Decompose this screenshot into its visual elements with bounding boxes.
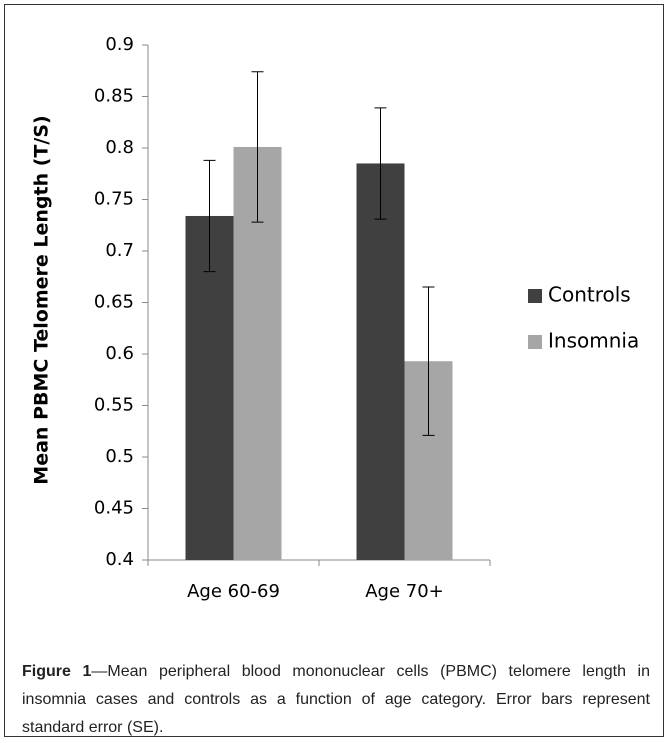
- legend-label: Insomnia: [548, 329, 639, 353]
- y-tick-label: 0.6: [105, 343, 134, 364]
- bar: [185, 215, 234, 561]
- caption-text: —Mean peripheral blood mononuclear cells…: [22, 663, 651, 736]
- error-bar: [374, 107, 387, 220]
- legend-label: Controls: [548, 283, 631, 307]
- figure-frame: [4, 4, 664, 737]
- caption: Figure 1—Mean peripheral blood mononucle…: [22, 658, 650, 742]
- y-tick-label: 0.7: [105, 240, 134, 261]
- y-tick-label: 0.75: [94, 189, 134, 210]
- error-bar: [251, 71, 264, 223]
- error-bar: [203, 159, 216, 273]
- y-tick-label: 0.65: [94, 292, 134, 313]
- y-tick-label: 0.4: [105, 549, 134, 570]
- x-tick-label: Age 60-69: [187, 581, 280, 602]
- y-tick-label: 0.8: [105, 137, 134, 158]
- bar: [356, 163, 405, 560]
- y-tick-label: 0.5: [105, 446, 134, 467]
- legend-swatch: [528, 335, 542, 349]
- y-tick-label: 0.85: [94, 86, 134, 107]
- y-tick-label: 0.55: [94, 395, 134, 416]
- y-axis-title: Mean PBMC Telomere Length (T/S): [31, 115, 53, 484]
- chart: Mean PBMC Telomere Length (T/S) 0.4 0.45 0…: [31, 34, 640, 602]
- caption-label: Figure 1: [22, 663, 92, 680]
- x-tick-label: Age 70+: [365, 581, 444, 602]
- y-tick-label: 0.9: [105, 34, 134, 55]
- legend-swatch: [528, 289, 542, 303]
- y-tick-label: 0.45: [94, 498, 134, 519]
- error-bar: [422, 286, 435, 436]
